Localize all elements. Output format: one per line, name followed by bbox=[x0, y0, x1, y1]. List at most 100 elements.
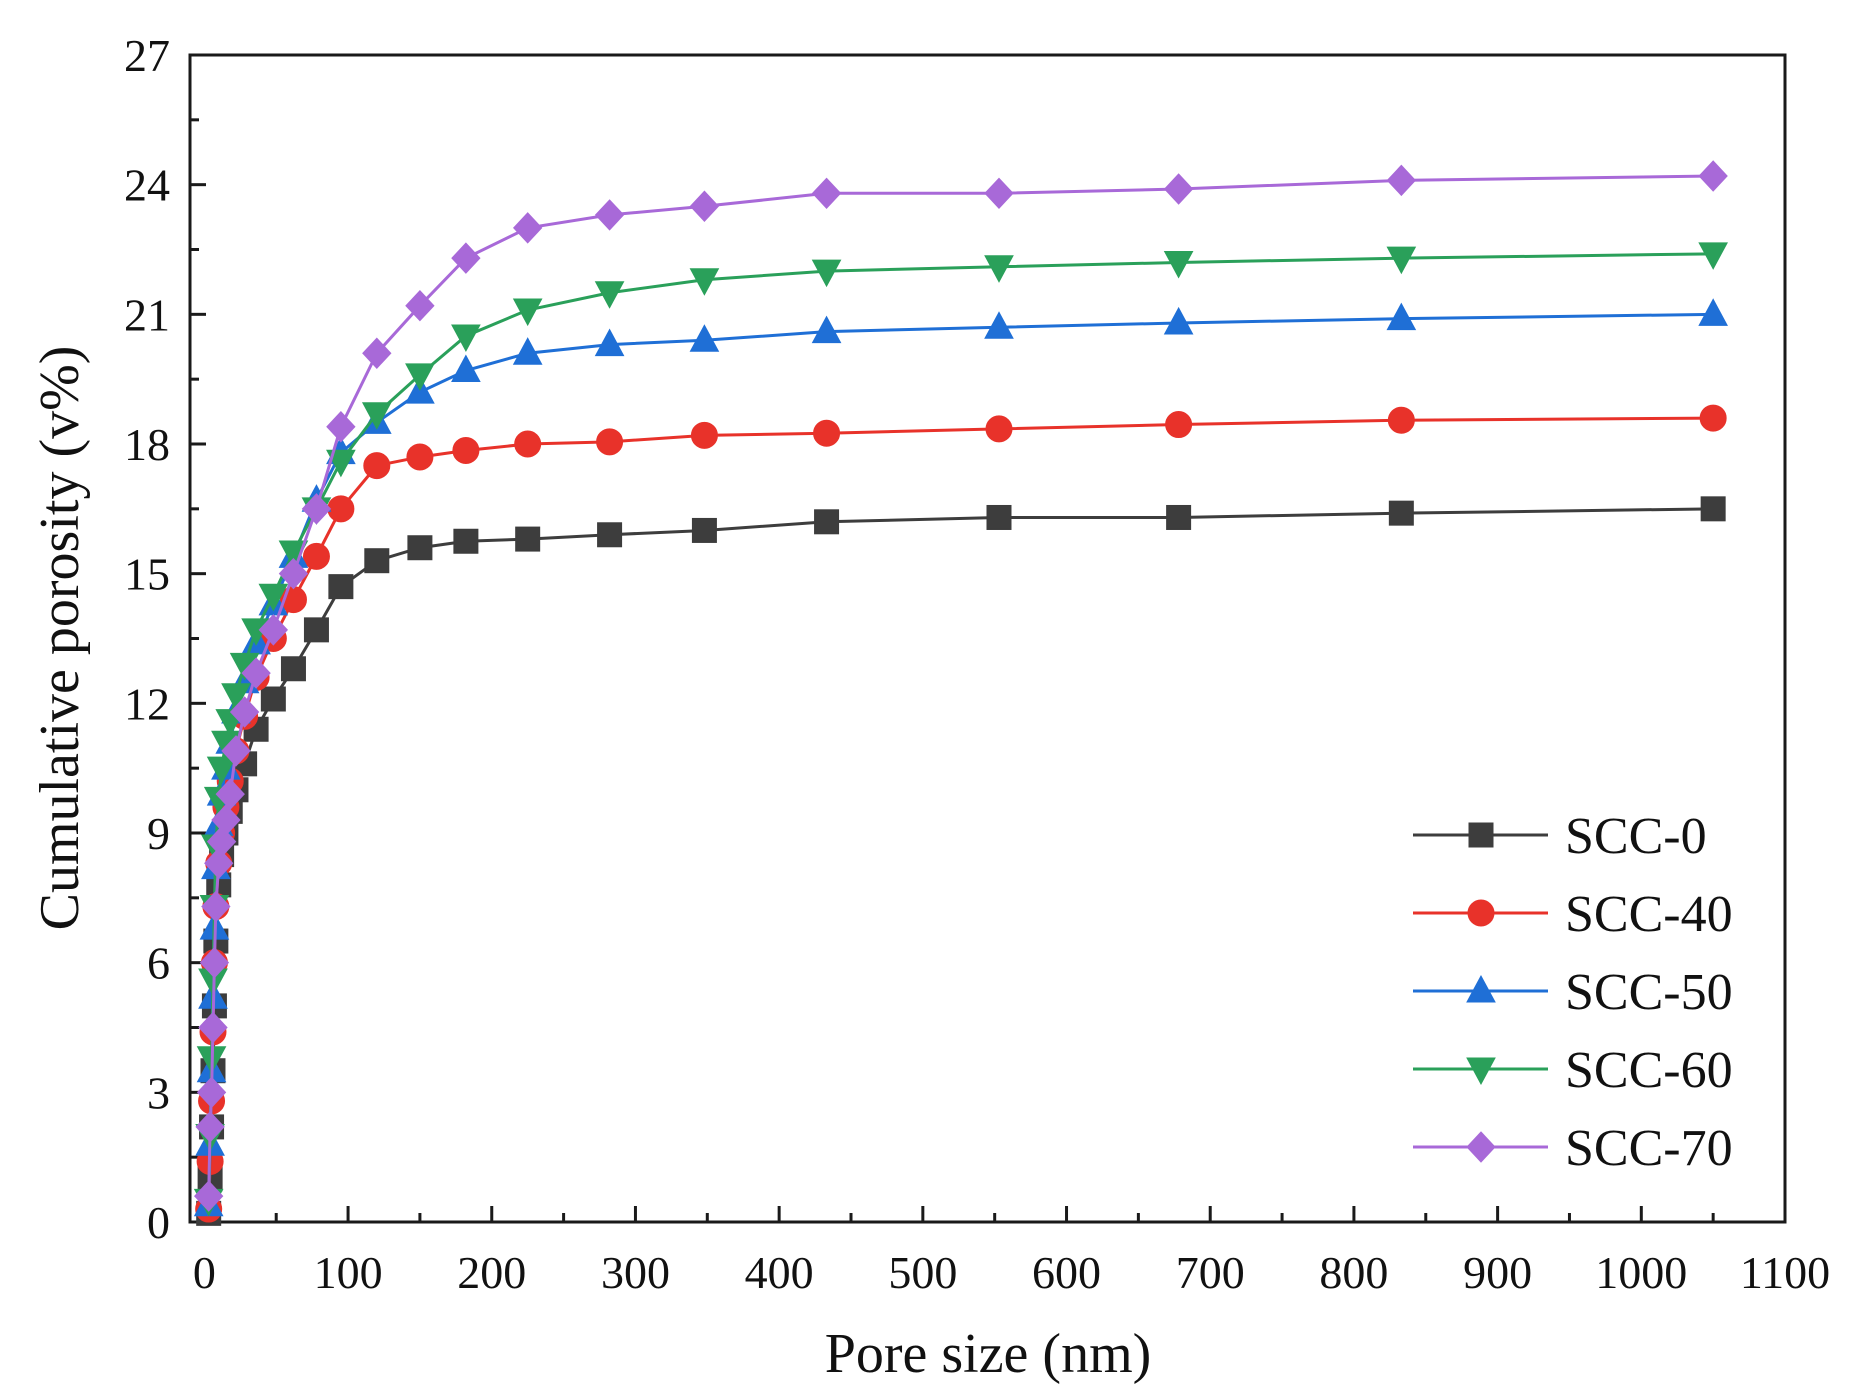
x-tick-label: 400 bbox=[745, 1247, 814, 1298]
legend-label: SCC-60 bbox=[1565, 1042, 1733, 1099]
legend-marker bbox=[1468, 822, 1494, 848]
axis-ticks: 0 100 200 300 400 500 600 700 800 900 1000 1100 0 3 6 9… bbox=[124, 30, 1830, 1298]
y-tick-label: 27 bbox=[124, 30, 170, 81]
x-tick-label: 1000 bbox=[1595, 1247, 1687, 1298]
series-line-SCC-0 bbox=[207, 507, 1714, 1214]
y-tick-label: 24 bbox=[124, 160, 170, 211]
data-point-SCC-70 bbox=[451, 242, 481, 274]
data-point-SCC-70 bbox=[512, 212, 543, 244]
legend-label: SCC-0 bbox=[1565, 808, 1707, 865]
plot-frame bbox=[188, 53, 1787, 1224]
data-point-SCC-60 bbox=[405, 363, 435, 391]
data-point-SCC-0 bbox=[814, 509, 840, 535]
data-point-SCC-70 bbox=[215, 778, 245, 810]
data-point-SCC-60 bbox=[326, 449, 356, 478]
x-tick-label: 800 bbox=[1319, 1247, 1388, 1298]
x-tick-label: 300 bbox=[601, 1247, 670, 1298]
series-SCC-0 bbox=[196, 496, 1726, 1226]
data-point-SCC-70 bbox=[278, 557, 309, 590]
data-point-SCC-70 bbox=[1698, 160, 1728, 192]
data-point-SCC-70 bbox=[594, 199, 625, 231]
data-point-SCC-50 bbox=[1386, 302, 1417, 331]
data-point-SCC-40 bbox=[596, 428, 624, 456]
y-axis-title: Cumulative porosity (v%) bbox=[29, 346, 91, 931]
data-point-SCC-50 bbox=[1163, 306, 1194, 335]
data-point-SCC-50 bbox=[811, 315, 842, 344]
data-point-SCC-0 bbox=[986, 504, 1012, 530]
data-point-SCC-70 bbox=[195, 1111, 225, 1143]
data-point-SCC-50 bbox=[984, 311, 1014, 339]
data-point-SCC-40 bbox=[1165, 411, 1193, 439]
legend-item-SCC-60: SCC-60 bbox=[1413, 1042, 1733, 1099]
data-point-SCC-60 bbox=[811, 259, 842, 288]
legend-marker bbox=[1466, 974, 1496, 1003]
data-point-SCC-70 bbox=[984, 177, 1014, 210]
legend-marker bbox=[1466, 1057, 1496, 1086]
legend-marker bbox=[1467, 899, 1495, 927]
data-point-SCC-40 bbox=[514, 430, 542, 458]
legend-label: SCC-50 bbox=[1565, 964, 1733, 1021]
data-point-SCC-60 bbox=[984, 255, 1014, 283]
data-point-SCC-70 bbox=[811, 177, 842, 210]
data-point-SCC-70 bbox=[1163, 173, 1194, 205]
series-SCC-50 bbox=[193, 298, 1728, 1217]
data-point-SCC-0 bbox=[1388, 500, 1414, 526]
data-point-SCC-50 bbox=[1698, 298, 1728, 326]
data-point-SCC-0 bbox=[280, 656, 306, 682]
data-point-SCC-60 bbox=[451, 324, 481, 352]
data-point-SCC-0 bbox=[328, 574, 354, 600]
series-SCC-70 bbox=[193, 160, 1728, 1212]
legend: SCC-0 SCC-40 SCC-50 SCC-60 SCC-70 bbox=[1413, 808, 1733, 1177]
data-point-SCC-70 bbox=[258, 614, 289, 646]
legend-item-SCC-0: SCC-0 bbox=[1413, 808, 1707, 865]
data-point-SCC-70 bbox=[201, 890, 231, 923]
data-point-SCC-50 bbox=[689, 324, 720, 352]
series-SCC-40 bbox=[195, 404, 1727, 1223]
data-point-SCC-70 bbox=[241, 657, 271, 689]
data-point-SCC-70 bbox=[301, 493, 332, 525]
data-point-SCC-0 bbox=[260, 686, 286, 712]
legend-item-SCC-50: SCC-50 bbox=[1413, 964, 1733, 1021]
y-tick-label: 3 bbox=[147, 1067, 170, 1118]
x-tick-label: 900 bbox=[1463, 1247, 1532, 1298]
data-point-SCC-50 bbox=[451, 354, 481, 383]
x-tick-label: 500 bbox=[888, 1247, 957, 1298]
data-point-SCC-40 bbox=[363, 452, 391, 480]
y-tick-label: 21 bbox=[124, 289, 170, 340]
data-point-SCC-50 bbox=[512, 337, 543, 365]
data-point-SCC-0 bbox=[303, 617, 329, 643]
data-point-SCC-70 bbox=[193, 1180, 224, 1212]
data-point-SCC-70 bbox=[229, 696, 260, 728]
data-point-SCC-70 bbox=[211, 804, 241, 836]
data-point-SCC-70 bbox=[204, 847, 234, 879]
data-point-SCC-0 bbox=[1166, 504, 1192, 530]
data-point-SCC-0 bbox=[364, 548, 390, 574]
x-tick-label: 0 bbox=[193, 1247, 216, 1298]
data-point-SCC-40 bbox=[985, 415, 1013, 443]
x-tick-label: 1100 bbox=[1740, 1247, 1830, 1298]
data-point-SCC-40 bbox=[327, 495, 355, 523]
data-point-SCC-40 bbox=[690, 421, 718, 449]
data-point-SCC-60 bbox=[512, 298, 543, 327]
legend-label: SCC-40 bbox=[1565, 886, 1733, 943]
legend-marker bbox=[1466, 1131, 1496, 1163]
legend-item-SCC-70: SCC-70 bbox=[1413, 1120, 1733, 1177]
data-point-SCC-60 bbox=[1163, 250, 1194, 279]
data-point-SCC-60 bbox=[361, 402, 392, 430]
x-tick-label: 600 bbox=[1032, 1247, 1101, 1298]
data-point-SCC-70 bbox=[199, 946, 230, 979]
data-point-SCC-60 bbox=[221, 683, 251, 711]
data-point-SCC-70 bbox=[221, 735, 251, 767]
x-tick-label: 700 bbox=[1176, 1247, 1245, 1298]
data-point-SCC-40 bbox=[813, 419, 841, 447]
data-point-SCC-60 bbox=[1698, 242, 1728, 270]
y-tick-label: 18 bbox=[124, 419, 170, 470]
data-point-SCC-60 bbox=[594, 281, 625, 309]
y-tick-label: 6 bbox=[147, 938, 170, 989]
data-point-SCC-0 bbox=[1700, 496, 1726, 522]
data-point-SCC-0 bbox=[453, 528, 479, 554]
data-point-SCC-70 bbox=[362, 337, 392, 369]
data-point-SCC-70 bbox=[198, 1011, 228, 1044]
series-line-SCC-40 bbox=[207, 416, 1714, 1210]
